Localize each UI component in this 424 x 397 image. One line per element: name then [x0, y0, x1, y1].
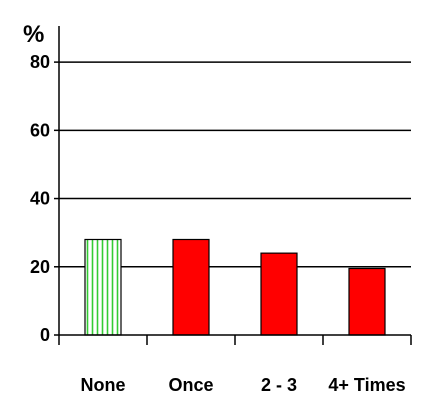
y-tick-label-0: 0	[40, 325, 50, 345]
bar-2-3	[260, 252, 298, 336]
y-tick-labels: 0 20 40 60 80	[30, 52, 50, 345]
bars	[84, 238, 386, 336]
category-label-2-3: 2 - 3	[261, 375, 297, 395]
gridlines	[59, 61, 411, 268]
axes	[54, 26, 412, 345]
x-category-labels: None Once 2 - 3 4+ Times	[81, 375, 406, 395]
category-label-once: Once	[168, 375, 213, 395]
bar-none	[84, 238, 122, 336]
category-label-4-times: 4+ Times	[328, 375, 405, 395]
y-tick-label-60: 60	[30, 120, 50, 140]
bar-4-times	[348, 267, 386, 336]
y-axis-unit-label: %	[23, 21, 44, 48]
category-label-none: None	[81, 375, 126, 395]
y-tick-label-80: 80	[30, 52, 50, 72]
y-tick-label-40: 40	[30, 189, 50, 209]
bar-once	[172, 238, 210, 336]
y-tick-label-20: 20	[30, 257, 50, 277]
